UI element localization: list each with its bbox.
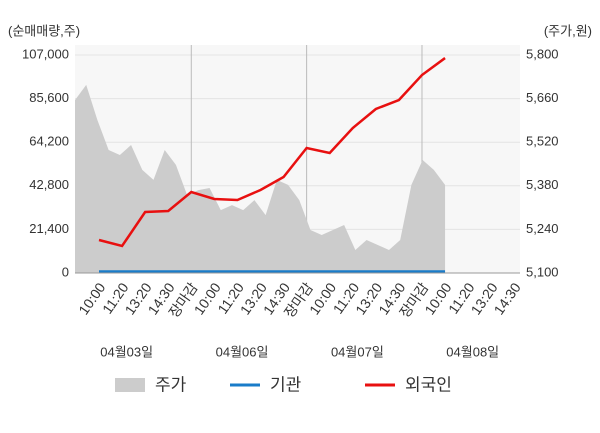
y2-tick-label: 5,520: [526, 134, 559, 149]
y2-tick-label: 5,660: [526, 90, 559, 105]
legend-label: 주가: [155, 375, 187, 394]
y2-tick-label: 5,240: [526, 221, 559, 236]
y-tick-label: 42,800: [29, 177, 69, 192]
y2-tick-label: 5,380: [526, 177, 559, 192]
date-label: 04월08일: [446, 344, 499, 359]
y-axis-title: (순매매량,주): [8, 23, 80, 38]
x-tick-label: 14:30: [491, 280, 524, 318]
series-line: [98, 57, 446, 248]
y-tick-label: 64,200: [29, 134, 69, 149]
price-area: [75, 84, 446, 273]
legend-swatch: [115, 378, 145, 392]
date-label: 04월07일: [331, 344, 384, 359]
y2-tick-label: 5,100: [526, 264, 559, 279]
legend-label: 외국인: [405, 375, 452, 394]
date-label: 04월06일: [216, 344, 269, 359]
legend-label: 기관: [270, 375, 301, 394]
y2-tick-label: 5,800: [526, 46, 559, 61]
y-tick-label: 21,400: [29, 221, 69, 236]
y-tick-label: 85,600: [29, 90, 69, 105]
y-tick-label: 107,000: [22, 46, 69, 61]
y2-axis-title: (주가,원): [544, 23, 592, 38]
y-tick-label: 0: [62, 264, 69, 279]
date-label: 04월03일: [100, 344, 153, 359]
